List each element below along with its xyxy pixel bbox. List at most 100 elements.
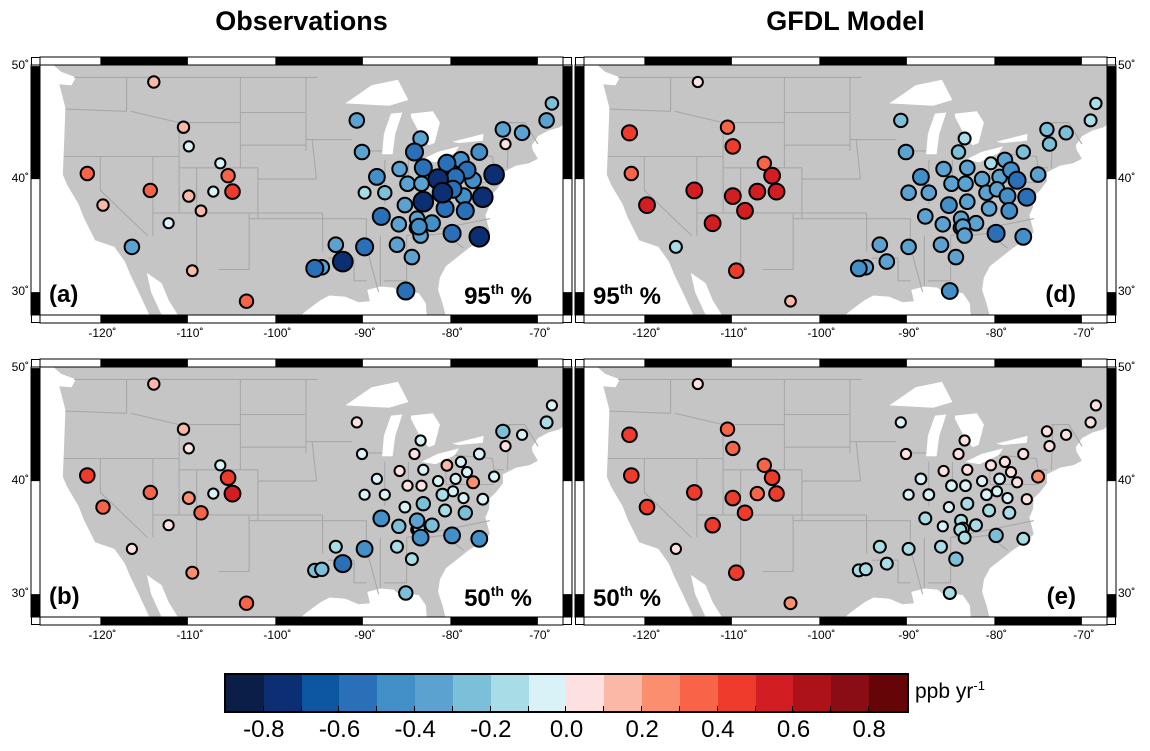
panel-letter: (e)	[1046, 583, 1076, 610]
state-border	[609, 410, 671, 414]
station-marker	[1001, 492, 1014, 505]
station-marker	[1002, 505, 1017, 520]
station-marker	[973, 170, 991, 188]
panel-letter: (d)	[1045, 281, 1076, 308]
lat-tick-label: 40˚	[1118, 473, 1136, 488]
state-border	[452, 454, 504, 471]
station-marker	[466, 475, 481, 490]
station-marker	[943, 175, 960, 192]
station-marker	[849, 259, 868, 278]
station-marker	[408, 512, 426, 529]
colorbar	[224, 673, 909, 713]
station-marker	[900, 184, 917, 201]
station-marker	[393, 464, 406, 478]
station-marker	[947, 248, 965, 266]
map-frame	[30, 56, 573, 324]
colorbar-tick-label: -0.4	[394, 716, 436, 743]
state-border	[65, 410, 127, 414]
station-marker	[399, 175, 416, 192]
station-marker	[763, 469, 781, 486]
great-lake	[996, 435, 1028, 445]
station-marker	[142, 484, 159, 501]
station-marker	[538, 112, 555, 129]
lon-tick-label: -110˚	[720, 326, 748, 340]
lon-tick-label: -100˚	[263, 628, 292, 642]
station-marker	[1040, 425, 1053, 438]
state-border	[99, 156, 148, 236]
lat-tick-label: 40˚	[11, 171, 29, 186]
station-marker	[691, 75, 704, 89]
station-marker	[220, 168, 236, 184]
state-border	[897, 258, 911, 282]
map-frame	[30, 358, 573, 626]
station-marker	[763, 166, 782, 185]
great-lake	[345, 381, 409, 408]
state-border	[353, 560, 367, 584]
lon-tick-label: -70˚	[1073, 326, 1095, 340]
percentile-label: 50th %	[464, 583, 532, 613]
station-marker	[736, 504, 754, 522]
station-marker	[328, 539, 343, 554]
station-marker	[391, 518, 407, 535]
colorbar-tick	[641, 706, 643, 711]
colorbar-bin	[300, 675, 340, 711]
station-marker	[1000, 201, 1019, 220]
station-marker	[472, 447, 486, 461]
percent-sign: %	[639, 283, 661, 310]
percentile-suffix: th	[490, 583, 504, 599]
lon-tick-label: -90˚	[898, 326, 920, 340]
station-marker	[871, 236, 889, 253]
station-marker	[767, 182, 786, 201]
percentile-number: 50	[593, 585, 620, 612]
colorbar-bin	[338, 675, 378, 711]
station-marker	[686, 484, 703, 501]
colorbar-bin	[489, 675, 529, 711]
state-border	[609, 108, 671, 112]
station-marker	[438, 503, 453, 518]
great-lake	[955, 413, 984, 448]
station-marker	[185, 264, 199, 278]
station-marker	[432, 475, 445, 488]
station-marker	[96, 198, 110, 212]
colorbar-bin	[527, 675, 567, 711]
colorbar-bin	[678, 675, 718, 711]
percentile-suffix: th	[619, 583, 633, 599]
colorbar-bin	[754, 675, 794, 711]
station-marker	[176, 120, 191, 134]
units-text: ppb yr	[915, 680, 974, 703]
state-border	[218, 213, 250, 271]
station-marker	[980, 200, 998, 217]
map-canvas	[574, 56, 1117, 324]
station-marker	[147, 377, 161, 391]
station-marker	[207, 487, 220, 500]
station-marker	[958, 434, 971, 447]
station-marker	[901, 541, 916, 556]
state-border	[353, 258, 367, 282]
station-marker	[396, 196, 414, 214]
station-marker	[516, 428, 529, 441]
state-border	[1051, 424, 1083, 447]
station-marker	[783, 596, 798, 611]
station-marker	[396, 281, 416, 301]
station-marker	[372, 509, 391, 528]
station-marker	[368, 168, 386, 186]
station-marker	[998, 187, 1017, 206]
station-marker	[411, 528, 430, 547]
map-panel-a: -120˚ -110˚ -100˚ -90˚ -80˚ -70˚ 50˚ 40˚ 30˚ (a) 9…	[12, 56, 573, 340]
station-marker	[1084, 416, 1097, 429]
station-marker	[894, 416, 907, 429]
great-lake	[452, 435, 484, 445]
station-marker	[442, 223, 462, 243]
station-marker	[539, 415, 554, 430]
station-marker	[917, 208, 934, 225]
station-marker	[79, 467, 96, 484]
colorbar-tick	[262, 706, 264, 711]
station-marker	[623, 165, 639, 182]
great-lake	[411, 111, 440, 146]
station-marker	[623, 467, 640, 484]
colorbar-tick-label: 0.4	[701, 716, 735, 743]
station-marker	[357, 185, 372, 200]
percentile-label: 95th %	[593, 281, 661, 311]
percent-sign: %	[510, 283, 532, 310]
panel-letter: (b)	[49, 583, 80, 610]
